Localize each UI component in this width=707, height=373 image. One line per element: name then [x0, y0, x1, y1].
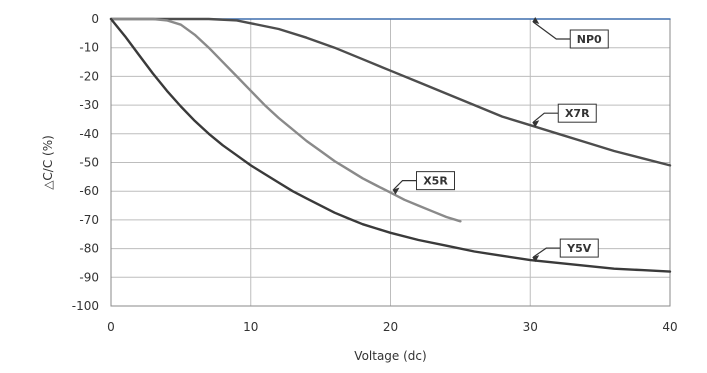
callout-leader-x7r: [532, 112, 559, 123]
callout-leader-y5v: [532, 247, 561, 258]
x-tick-label-1: 10: [243, 320, 258, 334]
y-axis-label: △C/C (%): [41, 135, 55, 190]
series-label-y5v: Y5V: [566, 242, 592, 255]
y-tick-label-8: -80: [79, 242, 99, 256]
series-line-x5r: [109, 17, 462, 223]
x-tick-label-0: 0: [107, 320, 115, 334]
series-line-x7r: [109, 17, 672, 167]
callout-arrowhead-x5r: [392, 187, 400, 195]
y-tick-label-6: -60: [79, 184, 99, 198]
callout-layer: NP0 X7R X5R Y5V: [392, 17, 609, 263]
y-tick-label-3: -30: [79, 98, 99, 112]
callout-box-y5v: [559, 238, 599, 258]
x-tick-label-3: 30: [523, 320, 538, 334]
series-line-y5v: [109, 17, 672, 273]
callout-x7r: X7R: [532, 103, 597, 128]
grid-layer: [110, 18, 671, 307]
y-tick-label-1: -10: [79, 41, 99, 55]
y-tick-label-0: 0: [91, 12, 99, 26]
callout-leader-np0: [532, 21, 571, 40]
callout-arrowhead-x7r: [532, 120, 540, 128]
callout-arrowhead-np0: [532, 17, 540, 24]
callout-box-np0: [569, 29, 609, 49]
y-tick-label-7: -70: [79, 213, 99, 227]
x-axis-label: Voltage (dc): [354, 349, 426, 363]
y-tick-label-10: -100: [72, 299, 99, 313]
callout-x5r: X5R: [392, 171, 455, 195]
callout-y5v: Y5V: [532, 238, 599, 263]
series-label-x7r: X7R: [565, 107, 590, 120]
y-tick-label-4: -40: [79, 127, 99, 141]
callout-box-x7r: [557, 103, 597, 123]
x-tick-label-4: 40: [662, 320, 677, 334]
tick-layer: 0 -10 -20 -30 -40 -50 -60 -70 -80 -90 -100 0 10 20 30 4…: [72, 12, 678, 334]
callout-leader-x5r: [393, 180, 417, 191]
y-tick-label-9: -90: [79, 270, 99, 284]
y-tick-label-5: -50: [79, 156, 99, 170]
callout-arrowhead-y5v: [532, 255, 540, 263]
callout-np0: NP0: [532, 17, 609, 49]
callout-box-x5r: [416, 171, 455, 191]
y-tick-label-2: -20: [79, 69, 99, 83]
series-label-np0: NP0: [577, 33, 602, 46]
series-label-x5r: X5R: [423, 175, 448, 188]
x-tick-label-2: 20: [383, 320, 398, 334]
series-layer: [109, 17, 672, 273]
